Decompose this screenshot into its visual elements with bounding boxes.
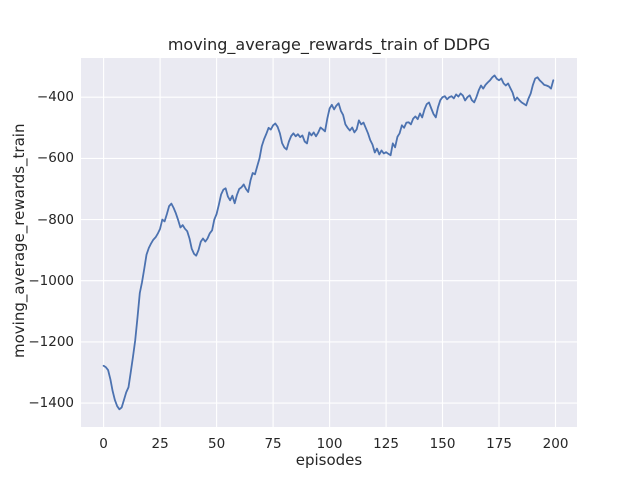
x-axis-label: episodes bbox=[295, 451, 363, 469]
y-tick-label: −800 bbox=[36, 211, 74, 228]
y-tick-label: −600 bbox=[36, 150, 74, 167]
y-tick-label: −400 bbox=[36, 89, 74, 106]
x-tick-label: 0 bbox=[99, 436, 108, 452]
x-tick-label: 50 bbox=[207, 436, 226, 452]
x-tick-label: 150 bbox=[429, 436, 456, 452]
y-tick-label: −1000 bbox=[28, 272, 74, 289]
x-tick-label: 125 bbox=[373, 436, 399, 452]
x-tick-label: 100 bbox=[316, 436, 343, 452]
y-tick-label: −1400 bbox=[28, 395, 74, 412]
y-tick-label: −1200 bbox=[28, 333, 74, 350]
series-line bbox=[102, 74, 555, 411]
y-axis-label-text: moving_average_rewards_train bbox=[10, 123, 28, 358]
x-tick-label: 175 bbox=[486, 436, 512, 452]
x-tick-label: 200 bbox=[542, 436, 569, 452]
plot-area bbox=[81, 58, 577, 427]
plot-canvas bbox=[81, 58, 577, 427]
x-tick-label: 25 bbox=[151, 436, 169, 452]
x-tick-label: 75 bbox=[264, 436, 282, 452]
chart-title: moving_average_rewards_train of DDPG bbox=[167, 35, 491, 54]
